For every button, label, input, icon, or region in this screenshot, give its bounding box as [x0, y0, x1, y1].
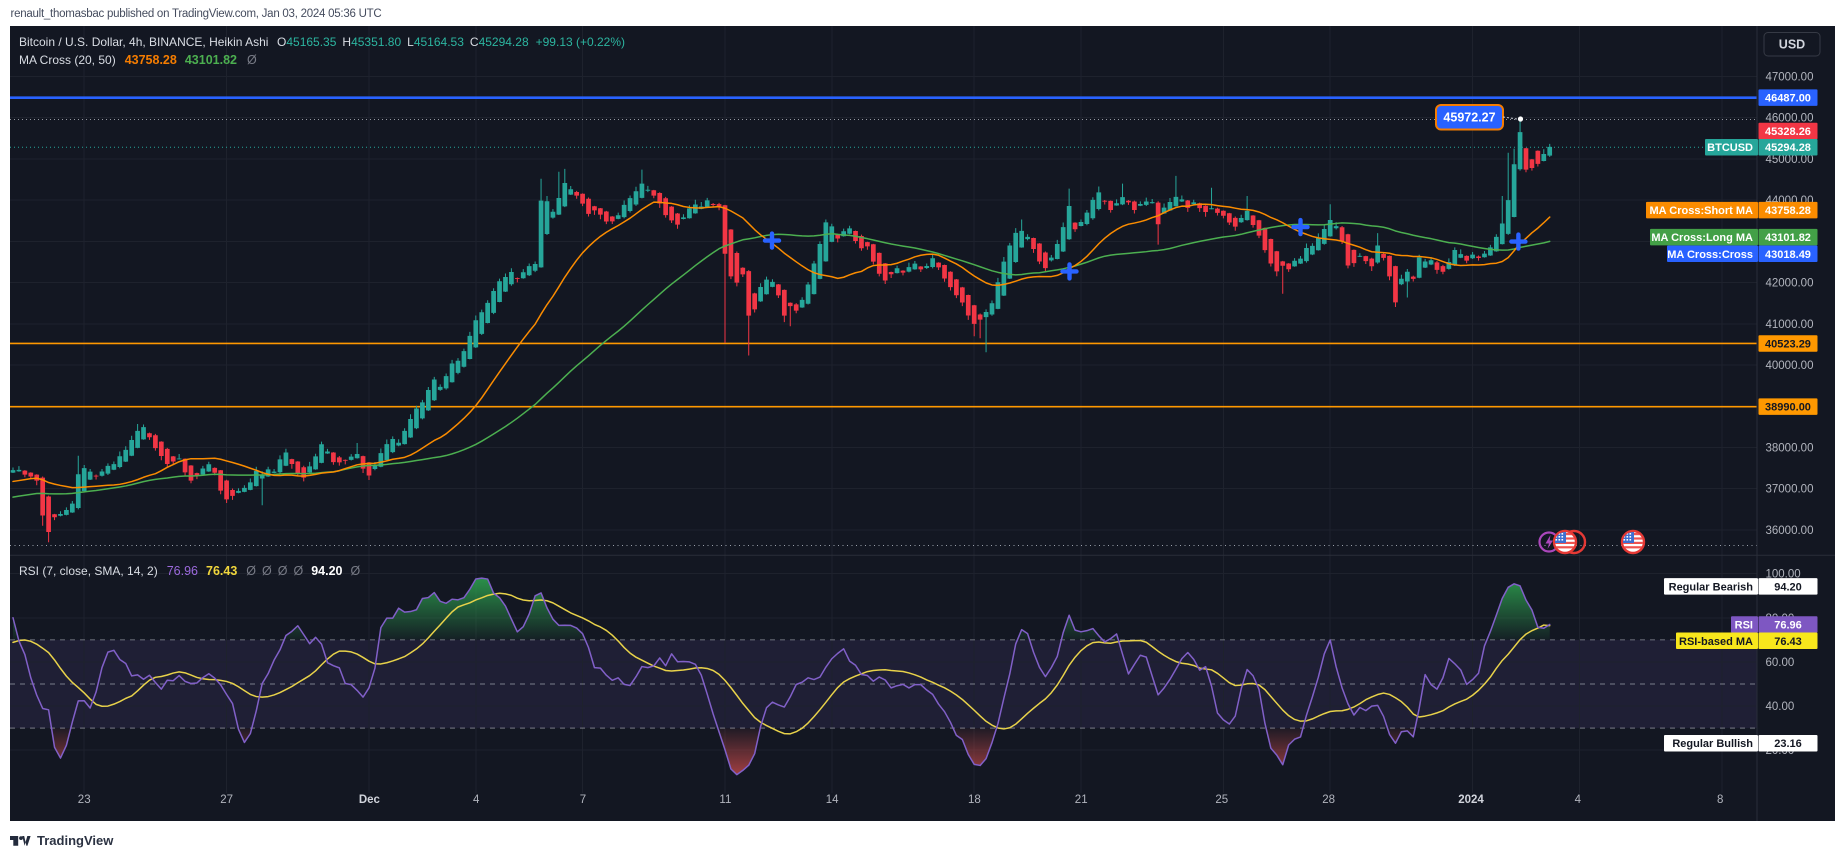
- svg-text:27: 27: [220, 794, 233, 806]
- svg-text:11: 11: [719, 794, 731, 806]
- svg-text:MA Cross:Long MA: MA Cross:Long MA: [1651, 232, 1753, 244]
- svg-text:MA Cross:Short MA: MA Cross:Short MA: [1650, 205, 1754, 217]
- svg-text:40.00: 40.00: [1766, 701, 1795, 713]
- svg-text:41000.00: 41000.00: [1766, 319, 1814, 331]
- svg-text:38990.00: 38990.00: [1765, 402, 1811, 414]
- svg-text:60.00: 60.00: [1766, 657, 1795, 669]
- svg-text:45294.28: 45294.28: [1765, 142, 1811, 154]
- svg-text:45972.27: 45972.27: [1443, 111, 1495, 125]
- svg-text:40523.29: 40523.29: [1765, 338, 1811, 350]
- svg-text:37000.00: 37000.00: [1766, 484, 1814, 496]
- svg-text:23: 23: [78, 794, 91, 806]
- svg-text:Regular Bearish: Regular Bearish: [1669, 581, 1754, 593]
- svg-text:Dec: Dec: [359, 794, 381, 806]
- svg-text:45000.00: 45000.00: [1766, 154, 1814, 166]
- svg-text:8: 8: [1717, 794, 1723, 806]
- svg-text:36000.00: 36000.00: [1766, 525, 1814, 537]
- svg-text:4: 4: [473, 794, 480, 806]
- svg-text:23.16: 23.16: [1774, 738, 1802, 750]
- svg-text:46487.00: 46487.00: [1765, 93, 1811, 105]
- svg-text:43758.28: 43758.28: [1765, 205, 1811, 217]
- svg-text:94.20: 94.20: [1774, 581, 1802, 593]
- svg-text:21: 21: [1075, 794, 1088, 806]
- svg-text:46000.00: 46000.00: [1766, 113, 1814, 125]
- svg-text:40000.00: 40000.00: [1766, 360, 1814, 372]
- svg-text:RSI-based MA: RSI-based MA: [1679, 636, 1753, 648]
- svg-text:28: 28: [1322, 794, 1335, 806]
- svg-text:76.43: 76.43: [1774, 636, 1802, 648]
- svg-text:7: 7: [580, 794, 586, 806]
- svg-text:42000.00: 42000.00: [1766, 278, 1814, 290]
- svg-text:RSI: RSI: [1735, 620, 1753, 632]
- svg-text:43101.82: 43101.82: [1765, 232, 1811, 244]
- svg-text:2024: 2024: [1458, 794, 1484, 806]
- svg-text:BTCUSD: BTCUSD: [1707, 142, 1753, 154]
- svg-text:47000.00: 47000.00: [1766, 72, 1814, 84]
- svg-text:USD: USD: [1779, 38, 1805, 52]
- svg-text:45328.26: 45328.26: [1765, 126, 1811, 138]
- svg-text:MA Cross:Cross: MA Cross:Cross: [1667, 249, 1753, 261]
- svg-text:100.00: 100.00: [1766, 569, 1801, 581]
- svg-text:38000.00: 38000.00: [1766, 442, 1814, 454]
- svg-text:4: 4: [1575, 794, 1582, 806]
- svg-text:25: 25: [1215, 794, 1228, 806]
- svg-text:18: 18: [968, 794, 981, 806]
- svg-text:RSI (7, close, SMA, 14, 2)76.9: RSI (7, close, SMA, 14, 2) 76.96 76.43 Ø Ø Ø Ø…: [19, 564, 361, 578]
- svg-text:Regular Bullish: Regular Bullish: [1672, 738, 1753, 750]
- svg-text:14: 14: [826, 794, 839, 806]
- svg-text:76.96: 76.96: [1774, 620, 1802, 632]
- svg-text:43018.49: 43018.49: [1765, 249, 1811, 261]
- svg-text:Bitcoin / U.S. Dollar, 4h, BIN: Bitcoin / U.S. Dollar, 4h, BINANCE, Heik…: [19, 35, 268, 49]
